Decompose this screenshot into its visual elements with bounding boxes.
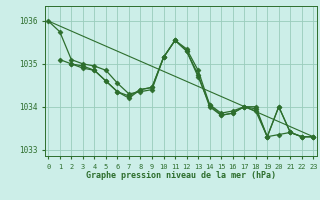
X-axis label: Graphe pression niveau de la mer (hPa): Graphe pression niveau de la mer (hPa) <box>86 171 276 180</box>
